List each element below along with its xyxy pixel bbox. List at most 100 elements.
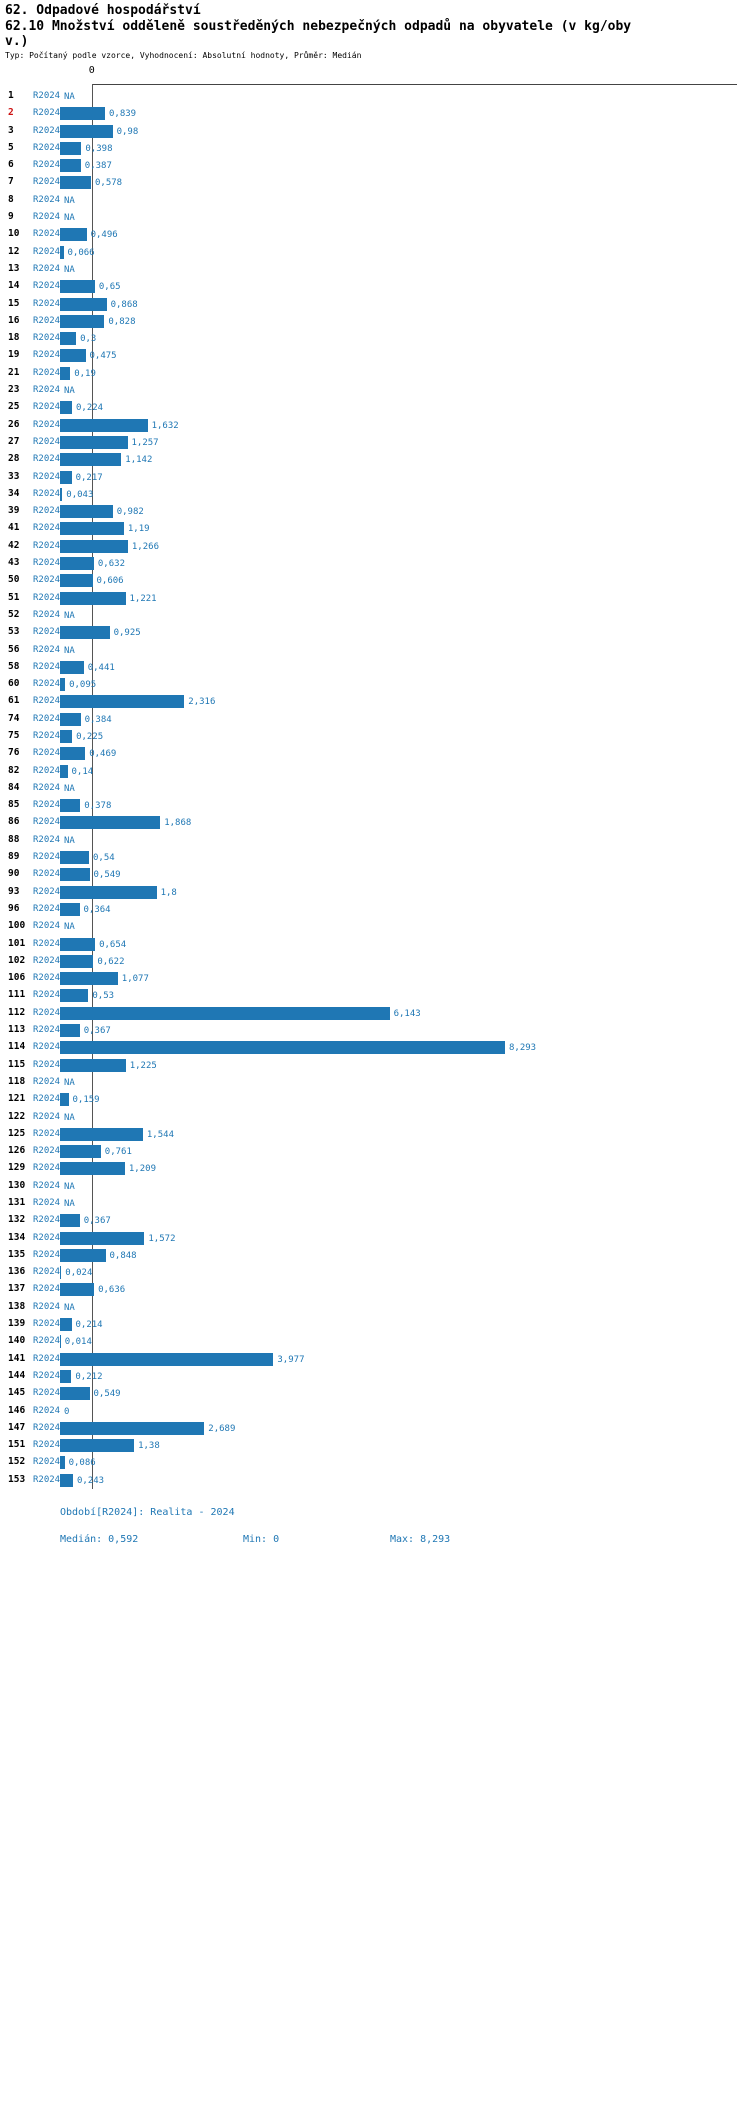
table-row: 134 R2024 1,572 [0, 1230, 750, 1247]
table-row: 51 R2024 1,221 [0, 590, 750, 607]
row-number: 75 [8, 729, 20, 741]
value-label: 0,086 [68, 1458, 96, 1469]
value-bar [60, 1127, 143, 1141]
row-number: 113 [8, 1024, 26, 1036]
series-label: R2024 [33, 1284, 61, 1295]
row-number: 39 [8, 505, 20, 517]
value-bar [60, 1335, 61, 1349]
value-label: 0,549 [93, 1389, 121, 1400]
value-label: 0,828 [108, 316, 136, 327]
value-label: 6,143 [393, 1008, 421, 1019]
series-label: R2024 [33, 903, 61, 914]
value-label: 1,225 [129, 1060, 157, 1071]
series-label: R2024 [33, 454, 61, 465]
row-number: 134 [8, 1231, 26, 1243]
value-bar [60, 470, 72, 484]
value-label: 0,066 [67, 247, 95, 258]
value-label: NA [64, 1181, 75, 1192]
value-bar [60, 1318, 72, 1332]
value-bar [60, 626, 110, 640]
value-label: 0,632 [97, 559, 125, 570]
series-label: R2024 [33, 1076, 61, 1087]
series-label: R2024 [33, 1457, 61, 1468]
value-bar [60, 712, 81, 726]
table-row: 146 R2024 0 [0, 1403, 750, 1420]
value-bar [60, 574, 93, 588]
series-label: R2024 [33, 575, 61, 586]
value-bar [60, 401, 72, 415]
value-bar [60, 314, 105, 328]
table-row: 115 R2024 1,225 [0, 1057, 750, 1074]
row-number: 33 [8, 470, 20, 482]
table-row: 33 R2024 0,217 [0, 469, 750, 486]
row-number: 147 [8, 1421, 26, 1433]
value-label: 1,221 [129, 593, 157, 604]
series-label: R2024 [33, 1042, 61, 1053]
row-number: 114 [8, 1041, 26, 1053]
table-row: 113 R2024 0,367 [0, 1022, 750, 1039]
value-label: 0,378 [84, 801, 112, 812]
series-label: R2024 [33, 1267, 61, 1278]
series-label: R2024 [33, 523, 61, 534]
table-row: 2 R2024 0,839 [0, 105, 750, 122]
series-label: R2024 [33, 1128, 61, 1139]
series-label: R2024 [33, 990, 61, 1001]
row-number: 74 [8, 712, 20, 724]
row-number: 129 [8, 1162, 26, 1174]
table-row: 27 R2024 1,257 [0, 434, 750, 451]
row-number: 26 [8, 418, 20, 430]
row-number: 90 [8, 868, 20, 880]
table-row: 50 R2024 0,606 [0, 572, 750, 589]
row-number: 100 [8, 920, 26, 932]
series-label: R2024 [33, 1422, 61, 1433]
value-bar [60, 522, 124, 536]
series-label: R2024 [33, 1388, 61, 1399]
row-number: 5 [8, 141, 14, 153]
series-label: R2024 [33, 1094, 61, 1105]
value-label: 0,925 [113, 628, 141, 639]
row-number: 93 [8, 885, 20, 897]
row-number: 15 [8, 297, 20, 309]
table-row: 140 R2024 0,014 [0, 1333, 750, 1350]
table-row: 74 R2024 0,384 [0, 711, 750, 728]
table-row: 14 R2024 0,65 [0, 278, 750, 295]
chart-title: 62. Odpadové hospodářství [5, 3, 201, 18]
row-number: 131 [8, 1197, 26, 1208]
value-label: 0,225 [76, 731, 104, 742]
value-bar [60, 851, 89, 865]
row-number: 27 [8, 435, 20, 447]
row-number: 56 [8, 643, 20, 655]
table-row: 122 R2024 NA [0, 1109, 750, 1126]
value-bar [60, 799, 81, 813]
table-row: 26 R2024 1,632 [0, 417, 750, 434]
table-row: 42 R2024 1,266 [0, 538, 750, 555]
value-bar [60, 487, 63, 501]
median-line [91, 84, 93, 1490]
table-row: 9 R2024 NA [0, 209, 750, 226]
value-label: NA [64, 1112, 75, 1123]
series-label: R2024 [33, 800, 61, 811]
series-label: R2024 [33, 160, 61, 171]
table-row: 86 R2024 1,868 [0, 814, 750, 831]
footer-median-stat: Medián: 0,592 [60, 1534, 139, 1545]
series-label: R2024 [33, 1301, 61, 1312]
series-label: R2024 [33, 973, 61, 984]
value-bar [60, 1231, 145, 1245]
value-label: 0,98 [116, 126, 139, 137]
value-label: 0,761 [104, 1147, 132, 1158]
value-label: 1,077 [121, 974, 149, 985]
value-label: 1,209 [128, 1164, 156, 1175]
table-row: 18 R2024 0,3 [0, 330, 750, 347]
value-bar [60, 1041, 505, 1055]
row-number: 7 [8, 176, 14, 188]
row-number: 43 [8, 557, 20, 569]
row-number: 51 [8, 591, 20, 603]
series-label: R2024 [33, 765, 61, 776]
table-row: 6 R2024 0,387 [0, 157, 750, 174]
row-number: 12 [8, 245, 20, 257]
value-label: NA [64, 386, 75, 397]
series-label: R2024 [33, 730, 61, 741]
row-number: 52 [8, 608, 20, 620]
footer-max-stat: Max: 8,293 [390, 1534, 451, 1545]
series-label: R2024 [33, 229, 61, 240]
